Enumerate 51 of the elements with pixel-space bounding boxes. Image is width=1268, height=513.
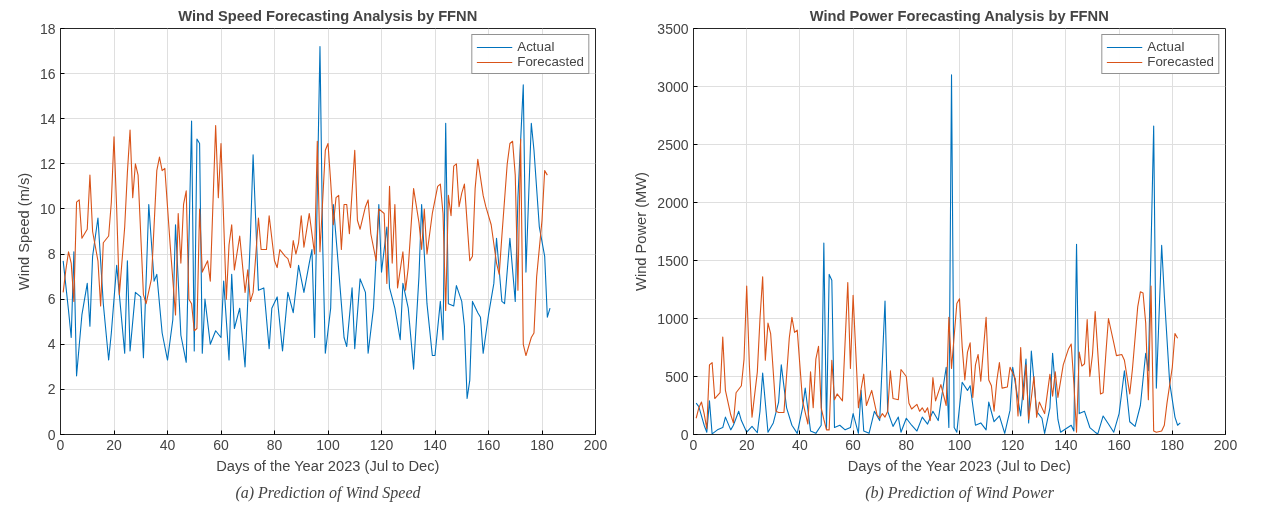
x-tick-label: 100 xyxy=(316,436,340,453)
y-tick-label: 12 xyxy=(39,155,56,172)
y-tick-label: 2 xyxy=(47,381,56,398)
x-tick-label: 160 xyxy=(476,436,501,453)
text: (a) Prediction of Wind Speed xyxy=(235,483,422,502)
x-axis-title: Days of the Year 2023 (Jul to Dec) xyxy=(216,457,440,474)
line-series xyxy=(62,124,548,357)
x-tick-label: 40 xyxy=(159,436,176,453)
y-tick-label: 4 xyxy=(47,336,56,353)
x-tick-label: 20 xyxy=(106,436,122,453)
x-tick-label: 100 xyxy=(947,436,972,453)
legend-label: Forecasted xyxy=(1147,54,1214,69)
x-tick-label: 60 xyxy=(213,436,229,453)
y-tick-label: 14 xyxy=(39,110,56,127)
x-axis-title: Days of the Year 2023 (Jul to Dec) xyxy=(847,457,1071,474)
x-tick-label: 180 xyxy=(530,436,554,453)
legend-label: Actual xyxy=(517,39,555,54)
y-tick-label: 1500 xyxy=(657,252,689,269)
x-tick-label: 80 xyxy=(266,436,283,453)
y-tick-label: 16 xyxy=(39,65,56,82)
y-tick-label: 2000 xyxy=(657,194,689,211)
y-tick-label: 500 xyxy=(665,368,689,385)
x-tick-label: 200 xyxy=(1213,436,1238,453)
legend-label: Actual xyxy=(1147,39,1185,54)
line-series xyxy=(695,276,1179,433)
legend-label: Forecasted xyxy=(517,54,584,69)
y-tick-label: 8 xyxy=(47,246,56,263)
x-tick-label: 140 xyxy=(1054,436,1078,453)
y-tick-label: 3500 xyxy=(657,20,689,37)
chart-title: Wind Power Forecasting Analysis by FFNN xyxy=(809,7,1109,24)
y-tick-label: 18 xyxy=(39,20,56,37)
y-tick-label: 6 xyxy=(47,291,56,308)
x-tick-label: 180 xyxy=(1160,436,1185,453)
x-tick-label: 80 xyxy=(898,436,915,453)
y-tick-label: 10 xyxy=(39,200,56,217)
x-tick-label: 40 xyxy=(792,436,808,453)
x-tick-label: 160 xyxy=(1107,436,1131,453)
line-series xyxy=(695,74,1181,435)
text: (b) Prediction of Wind Power xyxy=(865,483,1055,502)
x-tick-label: 140 xyxy=(423,436,447,453)
x-tick-label: 200 xyxy=(583,436,608,453)
x-tick-label: 20 xyxy=(738,436,755,453)
y-tick-label: 1000 xyxy=(657,310,689,327)
chart-title: Wind Speed Forecasting Analysis by FFNN xyxy=(178,7,478,24)
y-tick-label: 2500 xyxy=(657,136,689,153)
y-tick-label: 3000 xyxy=(657,78,689,95)
x-tick-label: 60 xyxy=(845,436,862,453)
x-tick-label: 120 xyxy=(1001,436,1025,453)
y-axis-title: Wind Speed (m/s) xyxy=(15,172,32,291)
x-tick-label: 120 xyxy=(369,436,394,453)
y-axis-title: Wind Power (MW) xyxy=(633,172,650,291)
